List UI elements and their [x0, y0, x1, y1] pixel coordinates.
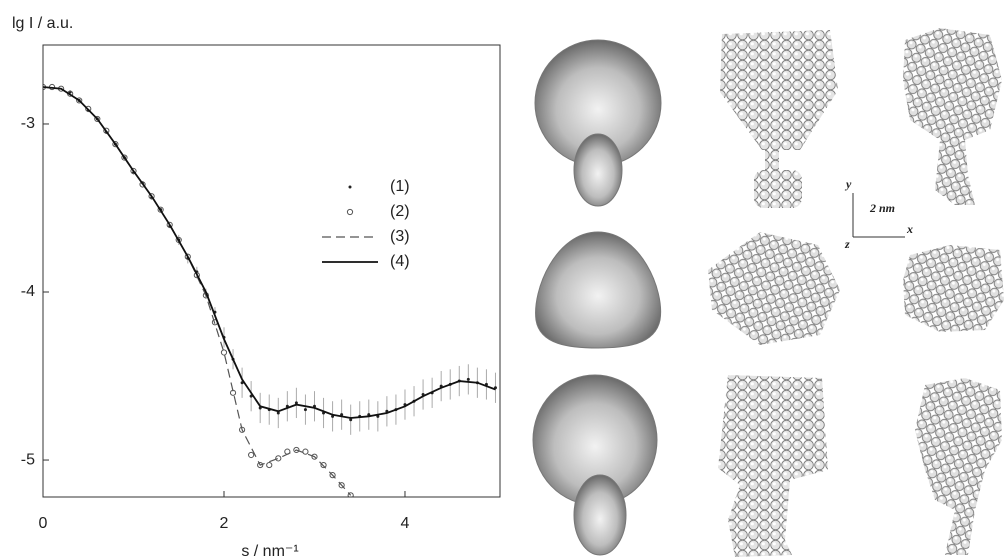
data-circle [338, 482, 345, 489]
x-tick-label: 0 [39, 515, 48, 532]
axis-letter: x [906, 222, 913, 236]
data-circle [347, 492, 354, 497]
bead-stem [765, 148, 779, 172]
data-circle [121, 154, 128, 161]
y-axis-label: lg I / a.u. [12, 15, 73, 32]
data-circle [103, 127, 110, 134]
plot: 0 2 4 -3 -4 -5 (1) (2) (3) (4) [21, 44, 501, 532]
data-circle [85, 105, 92, 112]
series-area [43, 83, 497, 497]
shape-models [532, 39, 662, 556]
plot-frame [42, 44, 501, 498]
model-tail [573, 133, 623, 207]
data-circle [166, 221, 173, 228]
data-circle [275, 455, 282, 462]
y-tick-label: -4 [21, 283, 35, 300]
bead-body [903, 28, 1002, 205]
bead-body [718, 375, 828, 557]
dashed-line [43, 86, 352, 496]
data-circle [311, 453, 318, 460]
scale-label: 2 nm [869, 201, 895, 215]
data-circle [320, 461, 327, 469]
model-tail [573, 474, 627, 556]
data-dot [349, 418, 353, 422]
data-circle [329, 472, 336, 479]
axis-letter: z [844, 237, 850, 251]
legend-label: (3) [390, 228, 410, 245]
legend-label: (4) [390, 253, 410, 270]
y-tick-label: -3 [21, 115, 35, 132]
y-tick-label: -5 [21, 451, 35, 468]
bead-body [903, 245, 1004, 332]
bead-body [915, 378, 1002, 555]
solid-line [43, 86, 496, 419]
data-circle [130, 167, 137, 175]
data-circle [220, 349, 228, 356]
data-circle [257, 461, 264, 469]
x-tick-label: 2 [220, 515, 229, 532]
data-circle [94, 115, 101, 123]
data-dot [276, 411, 280, 415]
data-circle [76, 97, 83, 104]
data-circle [184, 253, 191, 260]
bead-models [708, 28, 1004, 557]
legend-label: (2) [390, 203, 410, 220]
data-circle [139, 181, 146, 188]
data-circle [148, 193, 155, 200]
legend-symbol [348, 185, 352, 189]
data-circle [293, 446, 300, 454]
x-axis-label: s / nm⁻¹ [241, 543, 298, 560]
axis-letter: y [844, 177, 852, 191]
bead-body [720, 30, 838, 150]
data-dot [294, 401, 298, 405]
scale-bar: y 2 nm x z [844, 177, 913, 251]
data-circle [248, 451, 255, 459]
data-circle [302, 448, 309, 455]
data-circle [112, 141, 119, 148]
model-body [535, 231, 662, 349]
bead-tail [754, 170, 802, 208]
legend-symbol [346, 208, 354, 216]
data-dot [466, 377, 470, 381]
data-circle [157, 206, 164, 213]
legend-label: (1) [390, 178, 410, 195]
data-circle [266, 461, 273, 469]
x-tick-label: 4 [401, 515, 410, 532]
bead-body [708, 232, 840, 345]
data-dot [303, 408, 307, 412]
